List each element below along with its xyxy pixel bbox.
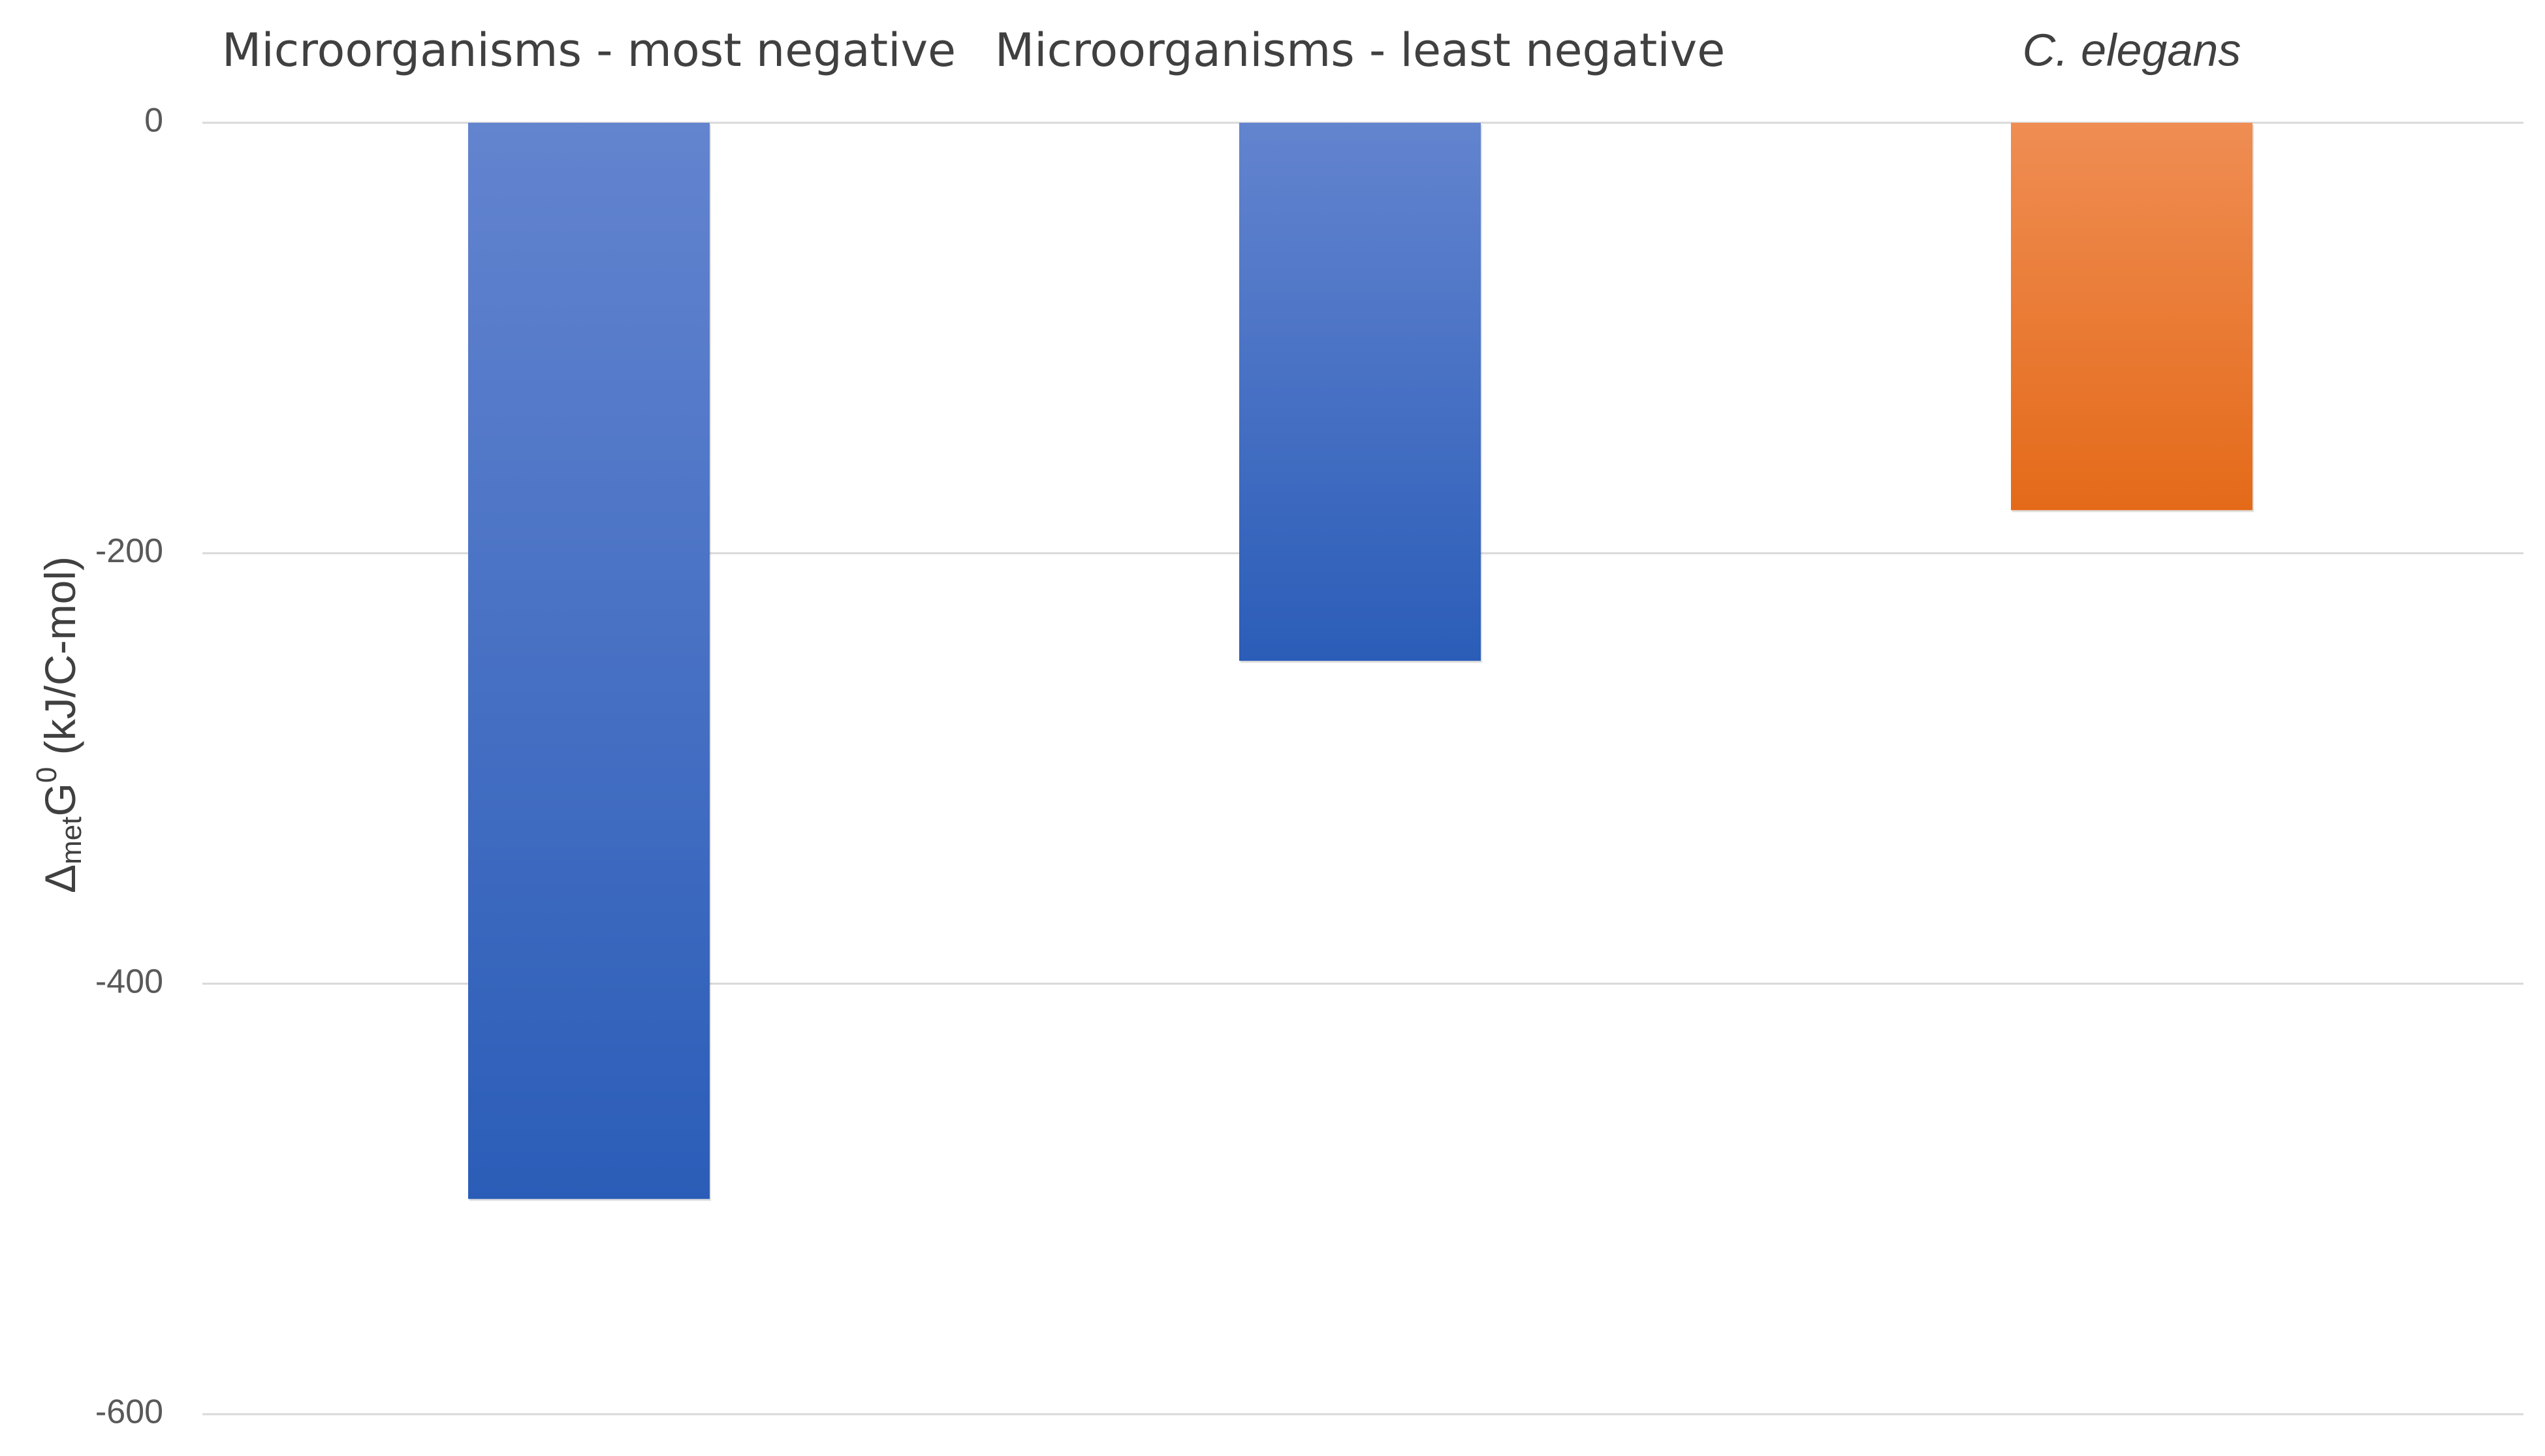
y-axis-title-prefix: Δ xyxy=(36,864,84,893)
y-axis-tick-labels: 0 -200 -400 -600 xyxy=(95,102,163,1431)
y-tick-label: -400 xyxy=(95,962,163,1000)
bar xyxy=(468,123,710,1199)
y-tick-label: 0 xyxy=(144,102,163,140)
category-label: Microorganisms - least negative xyxy=(995,24,1726,77)
y-tick-label: -600 xyxy=(95,1393,163,1431)
category-labels: Microorganisms - most negative Microorgan… xyxy=(222,24,2241,77)
y-axis-title-main: G xyxy=(36,783,84,816)
y-axis-title-superscript: 0 xyxy=(31,767,63,783)
y-tick-label: -200 xyxy=(95,532,163,570)
y-axis-title-suffix: (kJ/C-mol) xyxy=(36,556,84,767)
y-axis-title-subscript: met xyxy=(55,817,87,864)
bar xyxy=(2011,123,2253,511)
bar xyxy=(1239,123,1481,661)
category-label: Microorganisms - most negative xyxy=(222,24,956,77)
category-label: C. elegans xyxy=(2023,24,2241,75)
y-axis-title: ΔmetG0 (kJ/C-mol) xyxy=(31,556,87,893)
bars xyxy=(468,123,2254,1201)
